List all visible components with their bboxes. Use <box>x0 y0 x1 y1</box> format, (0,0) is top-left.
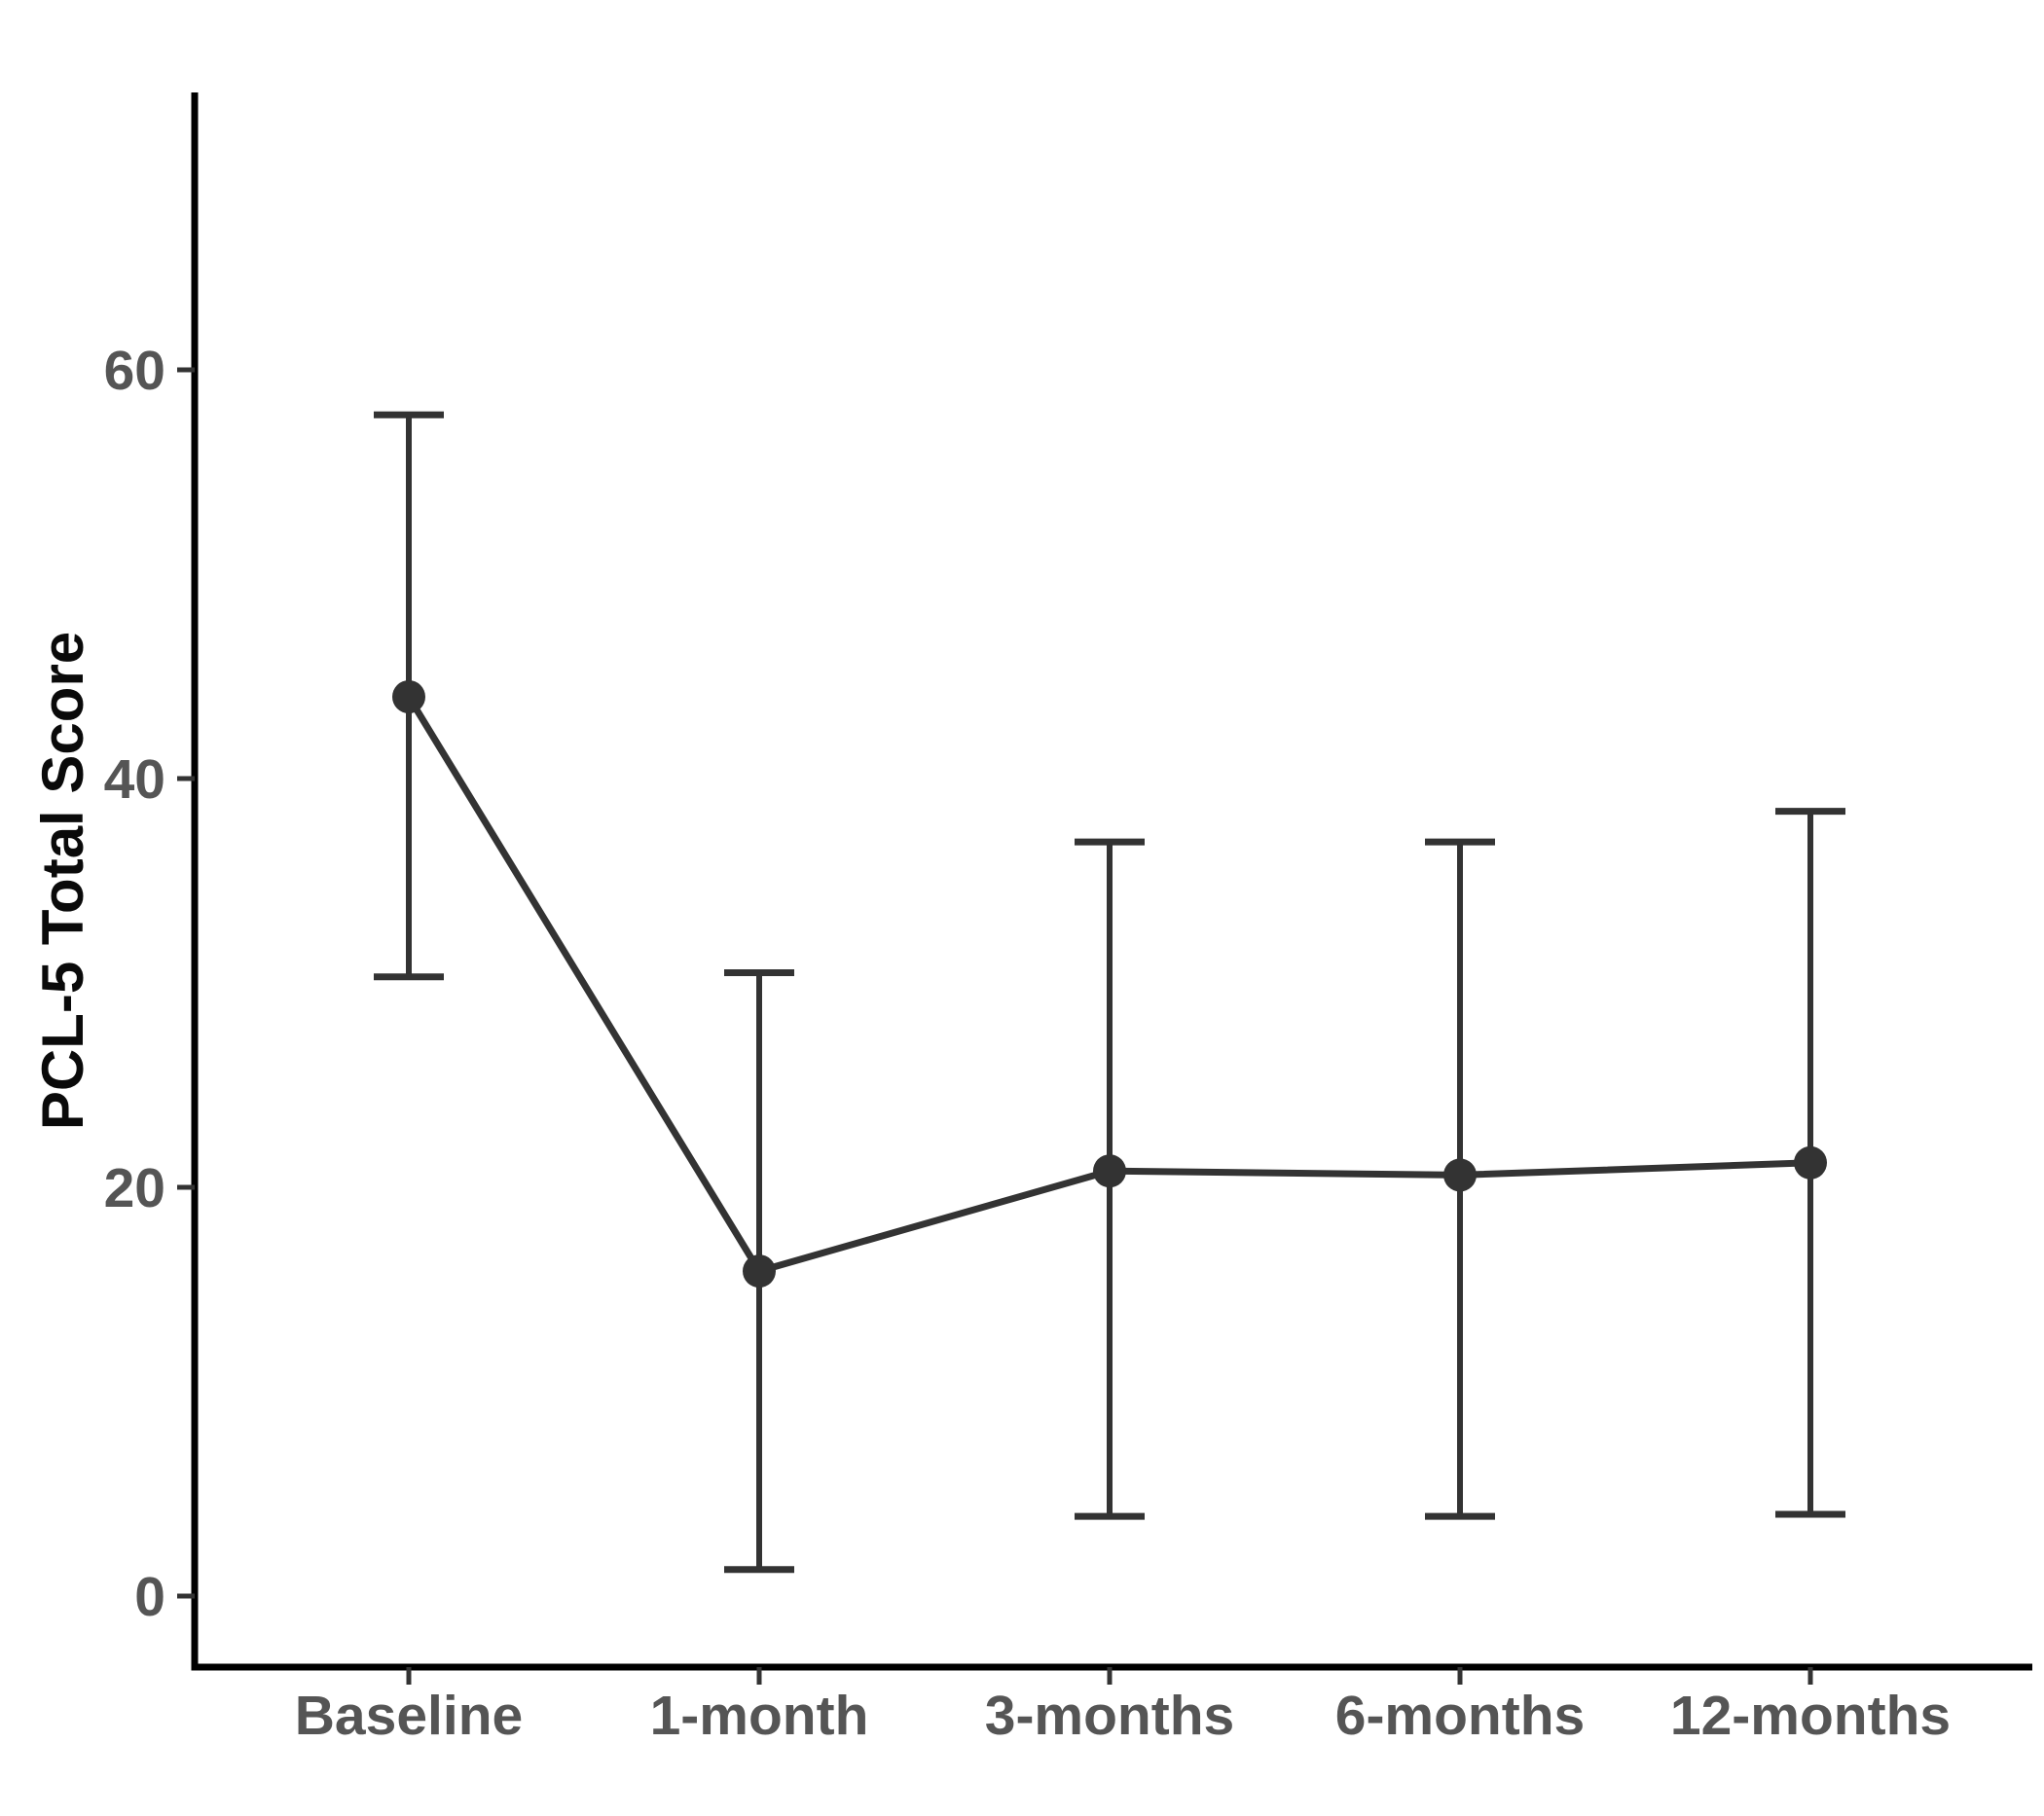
axes-layer <box>177 92 2032 1685</box>
labels-layer: 0 20 40 60 Baseline 1-month 3-months 6-months 12… <box>104 340 1952 1747</box>
error-bars-layer <box>374 411 1845 1574</box>
series-layer <box>392 680 1827 1289</box>
y-tick-label: 0 <box>134 1566 165 1628</box>
y-tick-label: 20 <box>104 1157 165 1219</box>
x-tick-label-12-months: 12-months <box>1670 1685 1951 1747</box>
y-axis-title: PCL-5 Total Score <box>30 632 95 1130</box>
x-tick-label-baseline: Baseline <box>295 1685 523 1747</box>
y-tick-label: 40 <box>104 748 165 811</box>
data-point-1-month <box>743 1254 776 1289</box>
x-tick-label-3-months: 3-months <box>985 1685 1235 1747</box>
data-point-3-months <box>1093 1154 1126 1188</box>
x-tick-label-1-month: 1-month <box>650 1685 869 1747</box>
y-tick-label: 60 <box>104 340 165 402</box>
data-point-6-months <box>1443 1158 1477 1192</box>
data-point-12-months <box>1794 1145 1827 1180</box>
x-tick-label-6-months: 6-months <box>1335 1685 1586 1747</box>
data-point-baseline <box>392 680 425 713</box>
